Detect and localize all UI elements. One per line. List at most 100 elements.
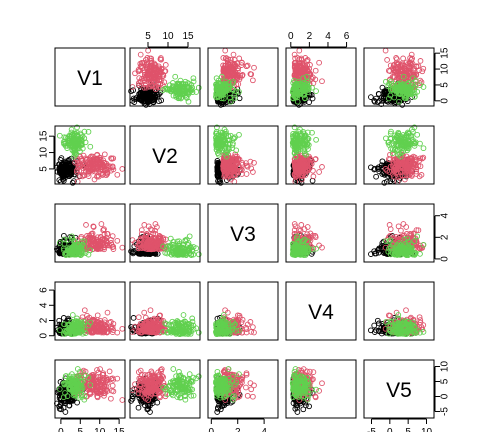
point-V1-V2-261 xyxy=(109,163,116,170)
point-V2-V1-279 xyxy=(152,70,159,77)
point-V2-V1-245 xyxy=(146,83,153,90)
point-V1-V2-229 xyxy=(95,173,102,180)
point-V2-V1-282 xyxy=(156,76,163,83)
point-V2-V1-289 xyxy=(136,75,143,81)
point-V4-V1-173 xyxy=(304,58,310,64)
point-V2-V1-236 xyxy=(162,62,169,68)
point-V4-V2-283 xyxy=(310,167,316,174)
point-V1-V2-392 xyxy=(87,143,94,150)
point-V4-V1-254 xyxy=(307,62,313,68)
point-V3-V1-225 xyxy=(236,55,243,62)
variable-label-V1: V1 xyxy=(77,67,103,90)
point-V2-V1-181 xyxy=(129,84,136,90)
point-V2-V1-132 xyxy=(150,99,157,106)
point-V5-V1-173 xyxy=(417,58,424,64)
variable-label-V3: V3 xyxy=(230,223,256,246)
point-V2-V1-285 xyxy=(152,84,158,90)
point-V4-V1-393 xyxy=(302,95,308,101)
panel-V3-vs-V1 xyxy=(207,47,279,107)
point-V3-V1-214 xyxy=(251,64,257,71)
point-V1-V2-109 xyxy=(58,155,65,161)
point-V5-V1-145 xyxy=(382,47,389,54)
point-V3-V1-244 xyxy=(230,51,237,58)
point-V5-V1-366 xyxy=(387,92,394,99)
point-V1-V2-257 xyxy=(94,155,100,162)
point-V3-V1-279 xyxy=(233,70,239,77)
point-V1-V2-287 xyxy=(88,161,95,168)
point-V4-V1-279 xyxy=(306,70,313,77)
point-V1-V2-280 xyxy=(79,173,86,180)
point-V1-V2-131 xyxy=(59,164,66,171)
point-V3-V2-187 xyxy=(243,171,250,177)
point-V1-V2-244 xyxy=(114,171,121,178)
point-V4-V1-225 xyxy=(292,55,298,62)
point-V2-V1-281 xyxy=(152,67,159,74)
point-V5-V1-388 xyxy=(386,80,393,87)
point-V4-V2-226 xyxy=(319,164,325,170)
point-V5-V1-329 xyxy=(417,82,423,89)
point-V2-V1-278 xyxy=(146,79,152,86)
point-V1-V2-273 xyxy=(93,164,100,171)
point-V4-V1-381 xyxy=(302,85,308,92)
point-V5-V1-271 xyxy=(397,72,403,79)
point-V5-V1-254 xyxy=(394,62,400,68)
point-V1-V2-276 xyxy=(88,153,95,160)
point-V5-V1-132 xyxy=(392,99,399,106)
point-V5-V1-393 xyxy=(401,95,408,101)
point-V1-V2-398 xyxy=(66,138,73,145)
point-V1-V2-115 xyxy=(60,177,67,184)
point-V3-V1-281 xyxy=(225,67,232,74)
point-V5-V1-359 xyxy=(386,95,392,102)
point-V1-V2-132 xyxy=(56,161,62,168)
point-V5-V1-378 xyxy=(410,81,416,87)
point-V2-V1-264 xyxy=(158,56,164,63)
point-V2-V1-98 xyxy=(131,99,138,105)
point-V4-V1-145 xyxy=(296,47,303,54)
point-V3-V1-87 xyxy=(236,95,243,102)
point-V3-V1-283 xyxy=(236,74,243,81)
point-V3-V1-187 xyxy=(243,63,250,70)
point-V1-V4-201 xyxy=(104,309,111,316)
point-V3-V1-397 xyxy=(213,81,219,88)
point-V2-V1-131 xyxy=(146,96,153,103)
point-V3-V1-371 xyxy=(233,88,240,95)
point-V5-V1-225 xyxy=(400,55,406,62)
point-V4-V1-397 xyxy=(302,81,309,88)
point-V1-V2-264 xyxy=(108,155,114,162)
point-V1-V2-139 xyxy=(65,160,72,167)
point-V2-V1-370 xyxy=(190,78,197,85)
point-V3-V1-284 xyxy=(220,55,227,61)
point-V1-V2-129 xyxy=(64,159,70,166)
point-V5-V1-365 xyxy=(387,84,394,90)
point-V2-V1-137 xyxy=(138,97,145,104)
point-V1-V2-386 xyxy=(75,142,82,148)
point-V2-V1-399 xyxy=(174,91,181,98)
point-V5-V1-137 xyxy=(379,97,386,104)
point-V5-V1-384 xyxy=(405,90,412,97)
point-V1-V2-288 xyxy=(79,157,86,164)
point-V3-V2-127 xyxy=(214,158,221,164)
point-V1-V2-391 xyxy=(56,132,63,139)
point-V5-V1-398 xyxy=(397,90,403,97)
point-V4-V1-103 xyxy=(306,99,312,106)
point-V4-V1-286 xyxy=(299,60,305,67)
diagonal-panel-V1 xyxy=(54,47,126,107)
point-V3-V1-348 xyxy=(230,87,236,93)
point-V3-V1-323 xyxy=(213,75,220,82)
point-V4-V1-281 xyxy=(299,67,306,74)
point-V2-V1-120 xyxy=(139,90,146,97)
point-V1-V3-214 xyxy=(98,221,105,227)
point-V5-V1-248 xyxy=(420,65,427,72)
point-V1-V2-399 xyxy=(66,142,72,148)
point-V3-V1-250 xyxy=(238,62,245,68)
point-V5-V1-394 xyxy=(414,88,421,95)
point-V3-V1-246 xyxy=(233,75,240,82)
point-V5-V3-207 xyxy=(398,227,404,234)
point-V1-V2-369 xyxy=(74,124,80,131)
point-V2-V1-135 xyxy=(152,94,159,101)
point-V5-V1-266 xyxy=(387,62,394,69)
point-V2-V1-266 xyxy=(147,62,154,69)
point-V4-V1-283 xyxy=(310,74,316,81)
point-V2-V1-394 xyxy=(186,88,193,95)
